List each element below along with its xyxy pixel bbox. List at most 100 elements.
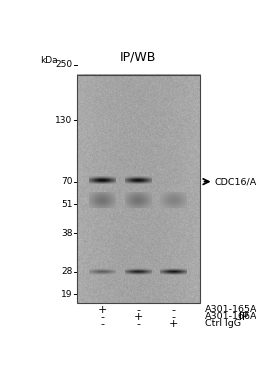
Bar <box>106 181 107 182</box>
Bar <box>170 270 171 271</box>
Bar <box>143 197 144 198</box>
Bar <box>182 200 183 201</box>
Bar <box>143 182 144 183</box>
Bar <box>138 194 139 195</box>
Bar <box>111 180 112 181</box>
Bar <box>90 180 91 181</box>
Bar <box>141 272 142 273</box>
Bar <box>150 272 151 273</box>
Bar <box>144 268 145 269</box>
Bar <box>102 271 103 272</box>
Bar <box>167 202 168 203</box>
Bar <box>92 196 93 197</box>
Bar <box>165 200 166 201</box>
Bar <box>178 268 179 269</box>
Bar <box>131 271 132 272</box>
Bar <box>101 198 102 199</box>
Bar <box>186 272 187 273</box>
Bar <box>147 182 148 183</box>
Bar <box>111 197 112 198</box>
Bar <box>131 194 132 195</box>
Bar <box>91 176 92 177</box>
Bar <box>128 178 129 179</box>
Bar <box>111 196 112 197</box>
Bar <box>130 182 131 183</box>
Bar <box>111 194 112 195</box>
Bar <box>183 205 184 206</box>
Bar <box>115 176 116 177</box>
Text: -: - <box>172 312 176 322</box>
Bar <box>141 193 142 194</box>
Bar <box>129 268 130 269</box>
Bar <box>179 271 180 272</box>
Bar <box>148 198 149 199</box>
Bar <box>137 271 138 272</box>
Bar <box>101 192 102 193</box>
Bar <box>106 176 107 177</box>
Bar <box>127 274 128 275</box>
Bar <box>144 273 145 274</box>
Bar <box>102 271 103 272</box>
Bar <box>130 182 131 183</box>
Bar <box>177 273 178 274</box>
Bar <box>114 199 115 200</box>
Bar <box>167 271 168 272</box>
Bar <box>98 197 99 198</box>
Bar <box>108 201 109 202</box>
Bar <box>134 195 135 196</box>
Bar <box>113 179 114 180</box>
Bar <box>93 207 94 208</box>
Bar <box>96 269 97 270</box>
Bar <box>109 199 110 200</box>
Bar <box>130 195 131 196</box>
Bar <box>144 204 145 205</box>
Bar <box>138 271 139 272</box>
Bar <box>183 271 184 272</box>
Bar <box>133 270 134 271</box>
Bar <box>141 197 142 198</box>
Bar <box>97 192 98 193</box>
Bar <box>99 194 100 195</box>
Bar <box>107 269 108 270</box>
Bar <box>149 270 150 271</box>
Bar <box>98 271 99 272</box>
Bar <box>113 180 114 181</box>
Bar <box>129 176 130 177</box>
Bar <box>138 176 139 177</box>
Bar <box>89 196 90 197</box>
Text: -: - <box>136 319 140 329</box>
Bar <box>149 198 150 199</box>
Bar <box>105 268 106 269</box>
Bar <box>95 271 96 272</box>
Bar <box>130 193 131 194</box>
Bar <box>145 200 146 201</box>
Bar <box>90 195 91 196</box>
Bar <box>103 179 104 180</box>
Bar <box>127 193 128 194</box>
Bar <box>133 179 134 180</box>
Bar <box>113 180 114 181</box>
Bar <box>91 179 92 180</box>
Bar <box>97 178 98 179</box>
Bar <box>114 197 115 198</box>
Bar <box>141 199 142 200</box>
Bar <box>89 269 90 270</box>
Bar <box>98 202 99 203</box>
Bar <box>176 268 177 269</box>
Bar <box>150 272 151 273</box>
Bar <box>92 179 93 180</box>
Bar <box>104 194 105 195</box>
Bar <box>146 183 147 184</box>
Bar <box>93 179 94 180</box>
Bar <box>139 180 140 181</box>
Bar <box>185 206 186 207</box>
Bar <box>90 199 91 200</box>
Bar <box>100 270 101 271</box>
Bar <box>100 203 101 204</box>
Bar <box>180 203 181 204</box>
Bar <box>132 198 133 199</box>
Bar <box>167 271 168 272</box>
Bar <box>114 274 115 275</box>
Bar <box>98 206 99 207</box>
Bar <box>168 195 169 196</box>
